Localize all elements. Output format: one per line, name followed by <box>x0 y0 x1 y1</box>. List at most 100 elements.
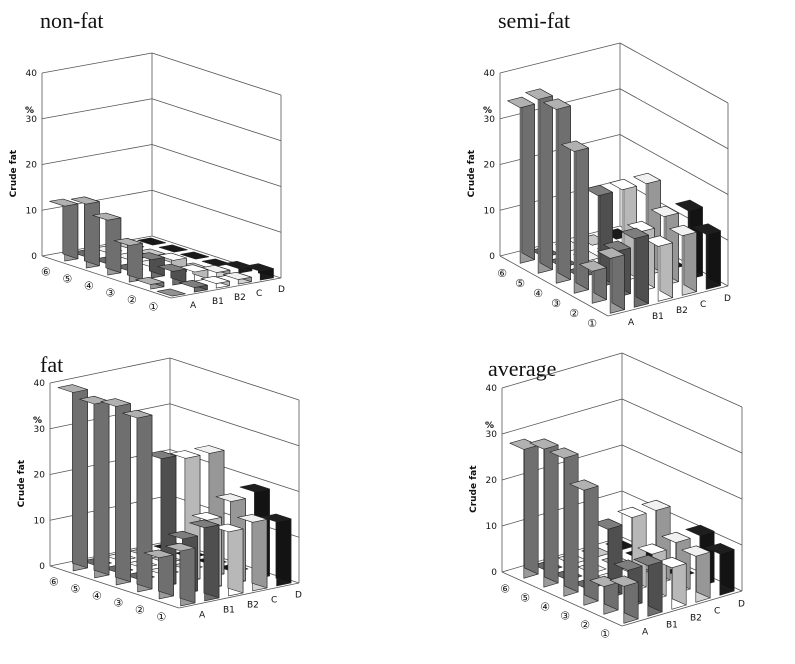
row-label: ⑥ <box>41 266 51 279</box>
bar-⑤-A <box>79 395 110 579</box>
y-tick-label: 20 <box>26 161 38 171</box>
plot-frame <box>41 52 282 299</box>
y-tick-label: 40 <box>484 69 496 79</box>
bar-⑥-D <box>137 237 167 246</box>
y-unit-label: % <box>483 106 492 116</box>
bar-⑥-A <box>509 438 539 579</box>
bar-②-B1 <box>157 263 187 286</box>
floor-edge <box>41 255 172 299</box>
chart-panel-semi-fat: semi-fat 0 10 20 30 40% Crude fat ⑥ ⑤ ④ ③ ② ① A B1 B2 C… <box>398 0 795 332</box>
bar-①-B2 <box>645 235 673 302</box>
bar-①-B1 <box>621 227 649 308</box>
bar-group <box>49 196 274 297</box>
y-tick-label: 30 <box>486 430 498 440</box>
bar-④-A <box>100 398 131 586</box>
bar-②-A <box>143 549 174 600</box>
bar-③-A <box>569 479 599 606</box>
y-axis-label: Crude fat <box>467 149 477 197</box>
y-tick-label: 30 <box>484 115 496 125</box>
y-tick-label: 40 <box>34 379 46 389</box>
category-label: D <box>724 294 731 304</box>
y-unit-label: % <box>33 416 42 426</box>
category-label: B1 <box>212 297 224 307</box>
row-label: ① <box>600 628 610 641</box>
y-tick-label: 0 <box>491 568 497 578</box>
chart-panel-fat: fat 0 10 20 30 40% Crude fat ⑥ ⑤ ④ ③ ② ① A B1 B2 C D <box>0 332 398 664</box>
y-tick-label: 20 <box>484 161 496 171</box>
category-label: A <box>190 301 197 311</box>
row-label: ⑤ <box>70 583 80 596</box>
row-label: ⑤ <box>520 592 530 605</box>
floor-edge <box>607 285 729 317</box>
y-tick-label: 10 <box>26 206 38 216</box>
bar-①-A <box>165 542 196 607</box>
row-label: ③ <box>560 610 570 623</box>
category-label: C <box>271 596 277 606</box>
bar-④-D <box>180 251 210 260</box>
category-label: B2 <box>676 306 688 316</box>
bar-①-C <box>237 514 268 592</box>
gridline <box>499 42 621 74</box>
bar-②-A <box>579 260 607 304</box>
chart-title: semi-fat <box>498 8 571 33</box>
category-label: A <box>628 318 635 328</box>
gridline <box>621 352 743 408</box>
row-label: ② <box>135 604 145 617</box>
row-label: ④ <box>533 287 543 300</box>
floor-edge <box>501 571 623 627</box>
bar-③-B1 <box>135 252 165 279</box>
y-tick-label: 40 <box>26 69 38 79</box>
bar-②-C <box>201 264 231 278</box>
category-label: D <box>295 591 302 601</box>
y-tick-label: 10 <box>34 516 46 526</box>
bar-⑥-A <box>507 96 535 264</box>
bar-③-A <box>113 238 143 283</box>
row-label: ⑥ <box>500 583 510 596</box>
gridline <box>501 398 623 435</box>
bar-⑥-A <box>57 384 88 572</box>
y-tick-label: 10 <box>484 206 496 216</box>
row-label: ⑤ <box>62 273 72 286</box>
gridline <box>619 88 729 150</box>
y-tick-label: 10 <box>486 522 498 532</box>
category-label: B2 <box>690 614 702 624</box>
bar-②-A <box>135 276 165 290</box>
gridline <box>151 144 282 187</box>
bar-⑤-A <box>525 88 553 274</box>
bar-①-C <box>222 271 252 285</box>
floor-edge <box>49 565 180 609</box>
gridline <box>169 403 300 447</box>
bar-①-B1 <box>633 554 663 617</box>
y-axis-label: Crude fat <box>469 465 479 513</box>
gridline <box>501 444 623 481</box>
gridline <box>501 352 623 389</box>
gridline <box>151 52 282 96</box>
floor-edge <box>621 590 743 627</box>
floor-edge <box>178 582 300 609</box>
gridline <box>41 189 153 211</box>
category-label: D <box>738 600 745 610</box>
row-label: ③ <box>551 297 561 310</box>
row-label: ⑥ <box>49 576 59 589</box>
gridline <box>621 398 743 454</box>
category-label: A <box>199 611 206 621</box>
y-unit-label: % <box>25 106 34 116</box>
y-tick-label: 40 <box>486 384 498 394</box>
bar-①-D <box>261 513 292 587</box>
gridline <box>151 189 282 233</box>
chart-title: non-fat <box>40 8 104 33</box>
category-label: A <box>642 628 649 638</box>
gridline <box>621 444 743 500</box>
bar-⑤-D <box>158 244 188 253</box>
row-label: ⑥ <box>497 267 507 280</box>
bar-③-B1 <box>585 184 613 288</box>
gridline <box>501 490 623 527</box>
y-axis-label: Crude fat <box>9 149 19 197</box>
bar-①-D <box>244 263 274 281</box>
bar-⑤-A <box>529 438 559 588</box>
row-label: ② <box>580 619 590 632</box>
gridline <box>41 98 153 120</box>
row-label: ① <box>148 301 158 314</box>
